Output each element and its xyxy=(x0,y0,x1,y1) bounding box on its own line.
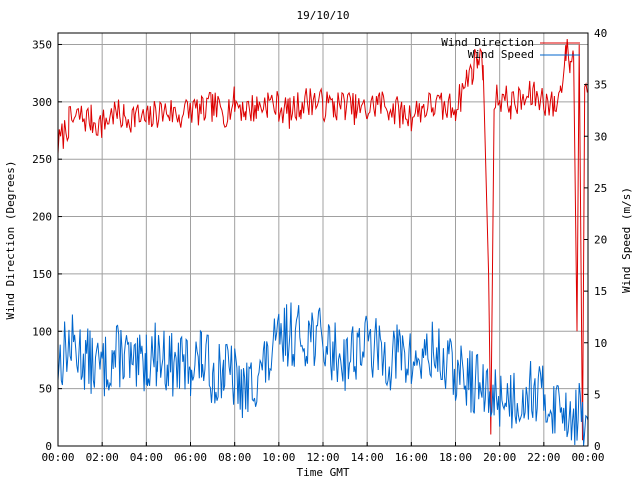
y-left-tick-label: 250 xyxy=(32,153,52,166)
y-left-tick-label: 350 xyxy=(32,38,52,51)
y-axis-left-label: Wind Direction (Degrees) xyxy=(4,161,17,320)
x-tick-label: 12:00 xyxy=(306,451,339,464)
x-tick-label: 20:00 xyxy=(483,451,516,464)
x-tick-label: 08:00 xyxy=(218,451,251,464)
y-right-tick-label: 40 xyxy=(594,27,607,40)
y-right-tick-label: 10 xyxy=(594,337,607,350)
y-right-tick-label: 35 xyxy=(594,79,607,92)
chart-title: 19/10/10 xyxy=(297,9,350,22)
x-tick-label: 00:00 xyxy=(571,451,604,464)
y-left-tick-label: 150 xyxy=(32,268,52,281)
y-left-tick-label: 300 xyxy=(32,96,52,109)
x-tick-label: 14:00 xyxy=(351,451,384,464)
x-tick-label: 06:00 xyxy=(174,451,207,464)
y-left-tick-label: 100 xyxy=(32,325,52,338)
legend-label-wind-direction: Wind Direction xyxy=(441,36,534,49)
x-tick-label: 18:00 xyxy=(439,451,472,464)
x-axis-label: Time GMT xyxy=(297,466,350,479)
x-tick-label: 04:00 xyxy=(130,451,163,464)
x-tick-label: 00:00 xyxy=(41,451,74,464)
y-right-tick-label: 20 xyxy=(594,234,607,247)
y-left-tick-label: 200 xyxy=(32,211,52,224)
series-line-wind-speed xyxy=(57,302,589,447)
y-right-tick-label: 15 xyxy=(594,285,607,298)
y-left-tick-label: 50 xyxy=(39,383,52,396)
x-tick-label: 10:00 xyxy=(262,451,295,464)
series-line-wind-direction xyxy=(57,38,589,441)
ticks: 00:00 02:00 04:00 06:00 08:00 10:00 12:00 14:00… xyxy=(32,27,607,464)
series-layer xyxy=(57,38,589,447)
y-right-tick-label: 25 xyxy=(594,182,607,195)
x-tick-label: 22:00 xyxy=(527,451,560,464)
legend-label-wind-speed: Wind Speed xyxy=(468,48,534,61)
y-right-tick-label: 30 xyxy=(594,130,607,143)
y-axis-right-label: Wind Speed (m/s) xyxy=(620,187,633,293)
y-right-tick-label: 0 xyxy=(594,440,601,453)
y-right-tick-label: 5 xyxy=(594,388,601,401)
y-left-tick-label: 0 xyxy=(45,440,52,453)
x-tick-label: 16:00 xyxy=(395,451,428,464)
x-tick-label: 02:00 xyxy=(86,451,119,464)
grid xyxy=(58,33,588,446)
legend: Wind Direction Wind Speed xyxy=(441,36,580,61)
